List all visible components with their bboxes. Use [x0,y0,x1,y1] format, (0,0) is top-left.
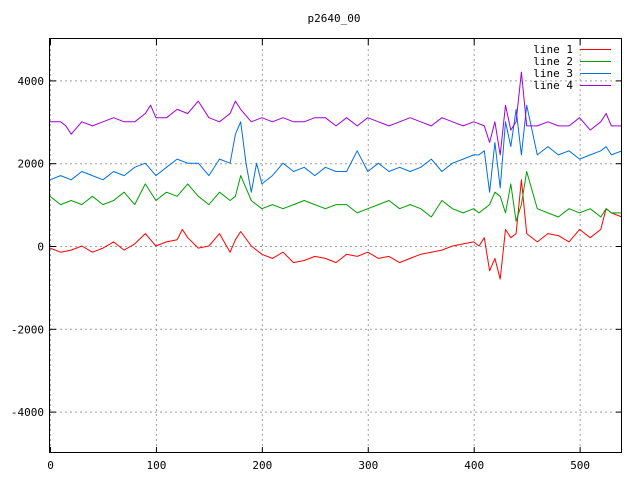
x-tick-label: 300 [358,459,378,472]
axis-ticks: 0 100 200 300 400 500 -4000 -2000 0 2000 4000 [11,39,622,472]
series-line-4 [50,71,622,156]
x-tick-label: 200 [252,459,272,472]
x-tick-label: 0 [47,459,54,472]
series-layer [49,71,623,280]
y-tick-label: 2000 [18,158,45,171]
legend-label-2: line 2 [533,55,573,68]
legend-label-1: line 1 [533,43,573,56]
series-line-2 [49,171,622,222]
series-line-3 [49,104,623,193]
legend-label-3: line 3 [533,67,573,80]
y-tick-label: -4000 [11,406,44,419]
plot-frame [49,38,622,453]
legend-label-4: line 4 [533,79,573,92]
grid [50,39,622,453]
y-tick-label: 0 [37,241,44,254]
y-tick-label: 4000 [18,75,45,88]
x-tick-label: 100 [146,459,166,472]
y-tick-label: -2000 [11,323,44,336]
x-tick-label: 400 [464,459,484,472]
chart-title: p2640_00 [308,12,361,25]
series-line-1 [49,179,623,280]
x-tick-label: 500 [570,459,590,472]
